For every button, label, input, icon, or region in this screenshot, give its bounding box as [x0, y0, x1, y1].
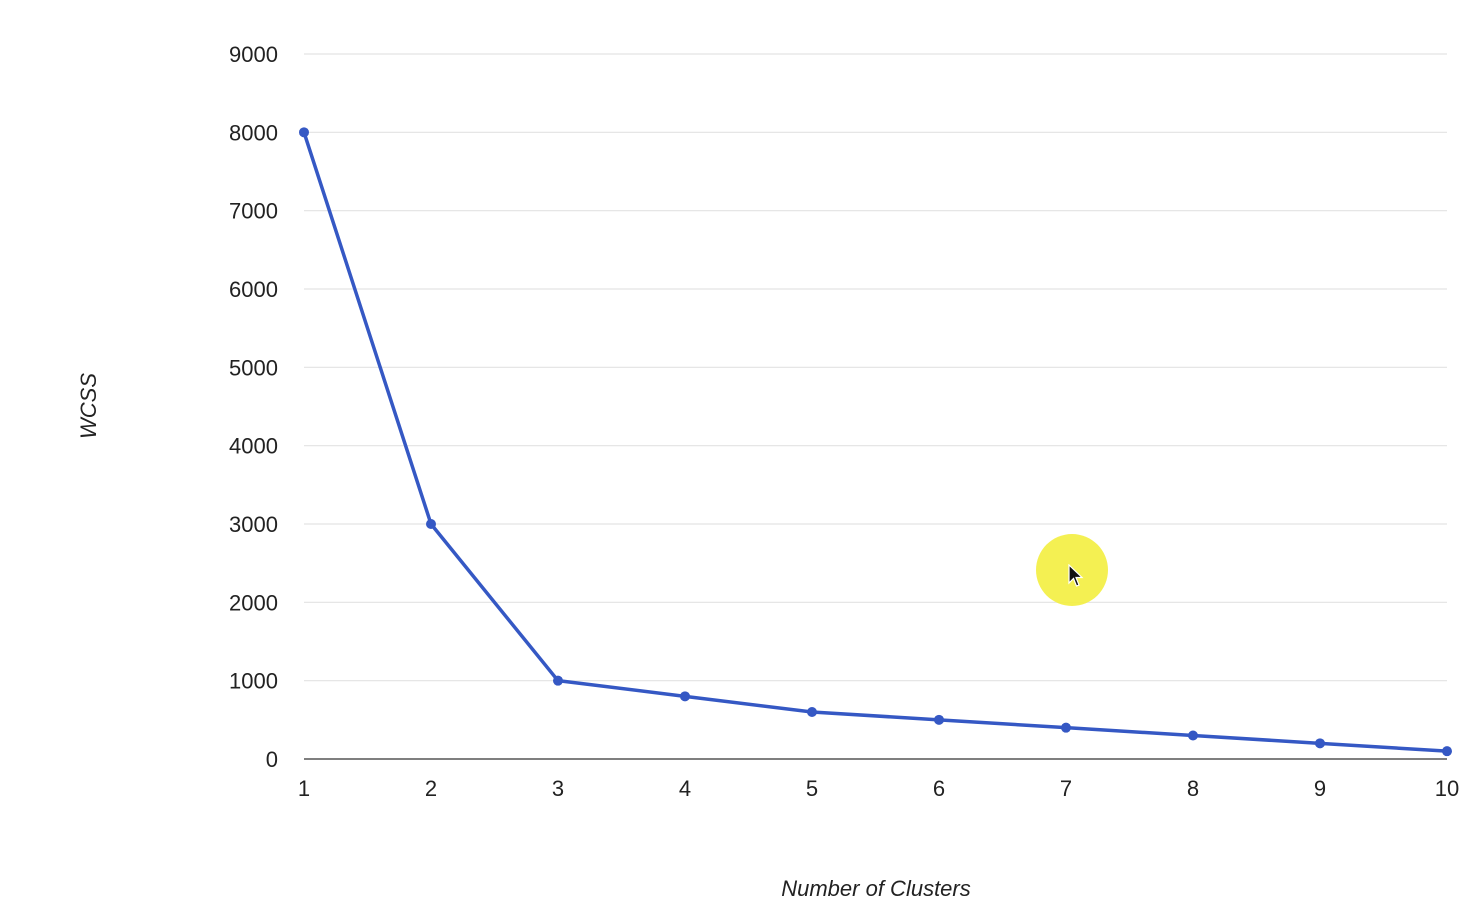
x-tick-label: 1 [298, 776, 310, 801]
x-tick-label: 5 [806, 776, 818, 801]
y-axis-tick-labels: 0 1000 2000 3000 4000 5000 6000 7000 8000 9000 [229, 42, 278, 772]
y-tick-label: 4000 [229, 434, 278, 459]
data-point [934, 714, 944, 725]
x-axis-title: Number of Clusters [781, 876, 971, 901]
x-tick-label: 10 [1435, 776, 1459, 801]
x-axis-tick-labels: 1 2 3 4 5 6 7 8 9 10 [298, 776, 1459, 801]
x-tick-label: 2 [425, 776, 437, 801]
y-tick-label: 1000 [229, 669, 278, 694]
y-tick-label: 6000 [229, 277, 278, 302]
data-point [1061, 722, 1071, 733]
y-tick-label: 7000 [229, 199, 278, 224]
data-point [1315, 738, 1325, 749]
data-point [553, 675, 563, 686]
y-axis-title: WCSS [76, 373, 101, 439]
data-point [807, 707, 817, 717]
y-tick-label: 2000 [229, 590, 278, 615]
data-point [426, 519, 436, 529]
y-tick-label: 8000 [229, 120, 278, 145]
data-point [1188, 730, 1198, 741]
x-tick-label: 9 [1314, 776, 1326, 801]
y-tick-label: 0 [266, 747, 278, 772]
x-tick-label: 6 [933, 776, 945, 801]
series-wcss [299, 127, 1452, 757]
x-tick-label: 4 [679, 776, 691, 801]
x-tick-label: 7 [1060, 776, 1072, 801]
data-point [680, 691, 690, 702]
x-tick-label: 8 [1187, 776, 1199, 801]
gridlines [304, 53, 1447, 760]
y-tick-label: 5000 [229, 355, 278, 380]
data-point [1442, 746, 1452, 757]
x-tick-label: 3 [552, 776, 564, 801]
y-tick-label: 3000 [229, 512, 278, 537]
series-line [302, 130, 1449, 753]
data-point [299, 127, 309, 138]
y-tick-label: 9000 [229, 42, 278, 67]
mouse-pointer-icon [1068, 564, 1084, 587]
